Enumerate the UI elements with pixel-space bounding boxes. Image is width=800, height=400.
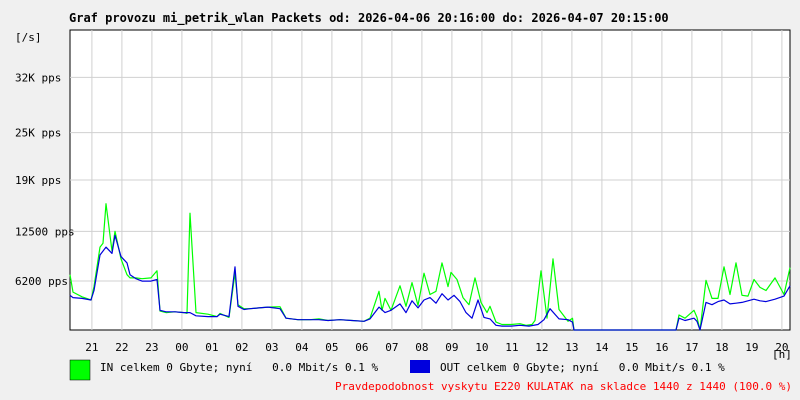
y-tick-labels: 6200 pps 12500 pps 19K pps 25K pps 32K pps (15, 71, 75, 288)
series-layer (69, 203, 791, 331)
y-tick-label: 19K pps (15, 174, 61, 187)
x-tick-label: 08 (415, 341, 428, 354)
x-tick-label: 11 (505, 341, 518, 354)
x-tick-label: 19 (745, 341, 758, 354)
footer-probability-text: Pravdepodobnost vyskytu E220 KULATAK na … (335, 380, 792, 393)
chart-title: Graf provozu mi_petrik_wlan Packets od: … (69, 11, 669, 26)
x-tick-label: 23 (145, 341, 158, 354)
y-tick-label: 12500 pps (15, 225, 75, 238)
x-tick-label: 22 (115, 341, 128, 354)
x-tick-label: 09 (445, 341, 458, 354)
x-tick-label: 17 (685, 341, 698, 354)
x-tick-label: 21 (85, 341, 98, 354)
series-out-line (69, 234, 791, 331)
x-tick-label: 13 (565, 341, 578, 354)
x-tick-label: 20 (775, 341, 788, 354)
y-axis-unit: [/s] (15, 31, 42, 44)
x-axis-unit: [h] (772, 348, 792, 361)
x-tick-label: 01 (205, 341, 218, 354)
x-tick-label: 03 (265, 341, 278, 354)
x-tick-label: 18 (715, 341, 728, 354)
x-tick-label: 15 (625, 341, 638, 354)
x-tick-label: 00 (175, 341, 188, 354)
x-tick-label: 06 (355, 341, 368, 354)
y-tick-label: 6200 pps (15, 275, 68, 288)
x-tick-label: 05 (325, 341, 338, 354)
x-tick-labels: 21 22 23 00 01 02 03 04 05 06 07 08 09 10 11 12 13 14 15 16… (85, 341, 788, 354)
legend-out-text: OUT celkem 0 Gbyte; nyní 0.0 Mbit/s 0.1 … (440, 361, 725, 374)
x-tick-label: 14 (595, 341, 609, 354)
legend-in-text: IN celkem 0 Gbyte; nyní 0.0 Mbit/s 0.1 % (100, 361, 379, 374)
x-tick-label: 07 (385, 341, 398, 354)
x-tick-label: 16 (655, 341, 668, 354)
y-tick-label: 32K pps (15, 71, 61, 84)
x-tick-label: 04 (295, 341, 309, 354)
grid (70, 30, 790, 330)
legend-in-swatch (69, 359, 91, 381)
legend-out-swatch (410, 360, 430, 373)
x-tick-label: 10 (475, 341, 488, 354)
x-tick-label: 02 (235, 341, 248, 354)
x-tick-label: 12 (535, 341, 548, 354)
y-tick-label: 25K pps (15, 127, 61, 140)
